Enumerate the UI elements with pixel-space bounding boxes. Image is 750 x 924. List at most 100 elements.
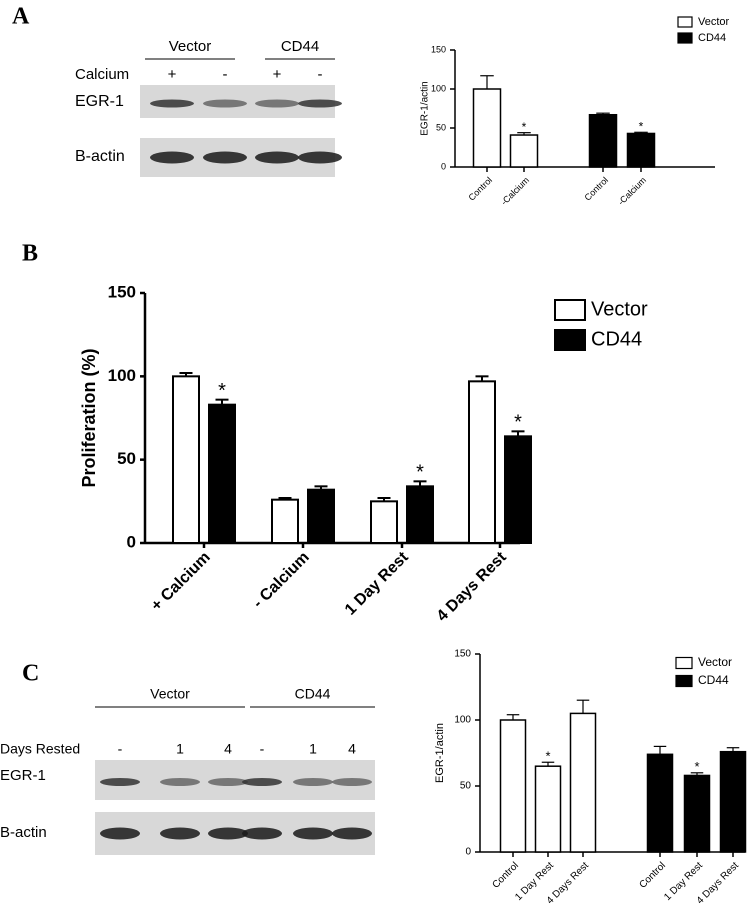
bar — [719, 750, 747, 853]
bar — [569, 712, 597, 853]
group-label: Vector — [169, 38, 212, 55]
significance-mark: * — [416, 462, 424, 484]
group-label: CD44 — [281, 38, 319, 55]
y-axis-label: EGR-1/actin — [420, 81, 431, 135]
condition: + — [273, 66, 282, 83]
bar — [370, 500, 398, 545]
y-axis-label: Proliferation (%) — [79, 348, 99, 487]
condition: + — [168, 66, 177, 83]
y-tick-label: 150 — [431, 44, 446, 54]
significance-mark: * — [522, 120, 527, 134]
blot-band — [255, 99, 299, 108]
y-tick-label: 150 — [454, 649, 471, 660]
y-tick-label: 0 — [441, 161, 446, 171]
condition: - — [223, 66, 228, 83]
blot-band — [160, 827, 200, 840]
panel-label: A — [12, 4, 30, 30]
blot-band — [298, 151, 342, 164]
legend-swatch — [554, 329, 586, 351]
legend-label: CD44 — [698, 32, 726, 44]
bar — [172, 375, 200, 545]
row-label: EGR-1 — [0, 767, 46, 784]
condition: 1 — [309, 741, 317, 757]
blot-band — [332, 827, 372, 840]
blot-band — [208, 827, 248, 840]
significance-mark: * — [694, 759, 699, 774]
bar — [646, 753, 674, 853]
condition: - — [318, 66, 323, 83]
bar — [499, 719, 527, 853]
x-tick-label: 4 Days Rest — [434, 548, 511, 625]
blot-band — [298, 99, 342, 108]
x-tick-label: 1 Day Rest — [342, 548, 412, 618]
significance-mark: * — [218, 380, 226, 402]
legend-label: CD44 — [698, 673, 729, 687]
y-tick-label: 0 — [127, 532, 136, 551]
x-tick-label: Control — [637, 860, 668, 891]
bar — [406, 485, 434, 545]
blot-band — [100, 778, 140, 786]
legend-label: Vector — [591, 298, 648, 320]
legend-swatch — [554, 299, 586, 321]
legend-swatch — [675, 674, 693, 688]
legend-swatch — [677, 16, 693, 28]
x-tick-label: -Calcium — [616, 175, 648, 207]
legend-label: CD44 — [591, 328, 642, 350]
bar — [468, 380, 496, 545]
significance-mark: * — [514, 412, 522, 434]
bar — [683, 774, 711, 853]
blot-band — [293, 778, 333, 786]
x-tick-label: Control — [583, 175, 611, 203]
bar — [626, 132, 656, 168]
y-tick-label: 100 — [431, 83, 446, 93]
y-tick-label: 0 — [465, 847, 471, 858]
condition: 1 — [176, 741, 184, 757]
y-tick-label: 50 — [117, 449, 136, 468]
x-tick-label: Control — [490, 860, 521, 891]
legend-label: Vector — [698, 655, 732, 669]
blot-band — [242, 827, 282, 840]
bar — [208, 403, 236, 544]
condition-label: Days Rested — [0, 741, 80, 757]
condition: - — [118, 741, 123, 757]
blot-band — [242, 778, 282, 786]
legend-swatch — [675, 656, 693, 670]
x-tick-label: + Calcium — [148, 549, 214, 615]
x-tick-label: - Calcium — [250, 549, 313, 612]
condition: 4 — [224, 741, 232, 757]
legend-swatch — [677, 32, 693, 44]
condition: - — [260, 741, 265, 757]
condition: 4 — [348, 741, 356, 757]
y-tick-label: 50 — [460, 781, 472, 792]
row-label: EGR-1 — [75, 93, 124, 110]
panel-label: C — [22, 661, 39, 687]
condition-label: Calcium — [75, 66, 129, 83]
bar — [271, 498, 299, 544]
blot-band — [208, 778, 248, 786]
bar — [504, 435, 532, 545]
x-tick-label: -Calcium — [499, 175, 531, 207]
y-tick-label: 100 — [454, 715, 471, 726]
row-label: B-actin — [0, 824, 47, 841]
bar — [307, 488, 335, 544]
y-tick-label: 150 — [108, 282, 136, 301]
y-tick-label: 100 — [108, 366, 136, 385]
group-label: Vector — [150, 686, 190, 702]
bar — [509, 134, 539, 168]
bar — [534, 765, 562, 853]
blot-band — [203, 151, 247, 164]
panel-label: B — [22, 241, 38, 267]
blot-band — [293, 827, 333, 840]
bar — [472, 88, 502, 168]
blot-band — [332, 778, 372, 786]
y-tick-label: 50 — [436, 122, 446, 132]
significance-mark: * — [639, 119, 644, 133]
blot-band — [160, 778, 200, 786]
blot-band — [203, 99, 247, 108]
blot-band — [150, 151, 194, 164]
group-label: CD44 — [295, 686, 331, 702]
significance-mark: * — [545, 749, 550, 764]
blot-band — [150, 99, 194, 108]
row-label: B-actin — [75, 148, 125, 165]
